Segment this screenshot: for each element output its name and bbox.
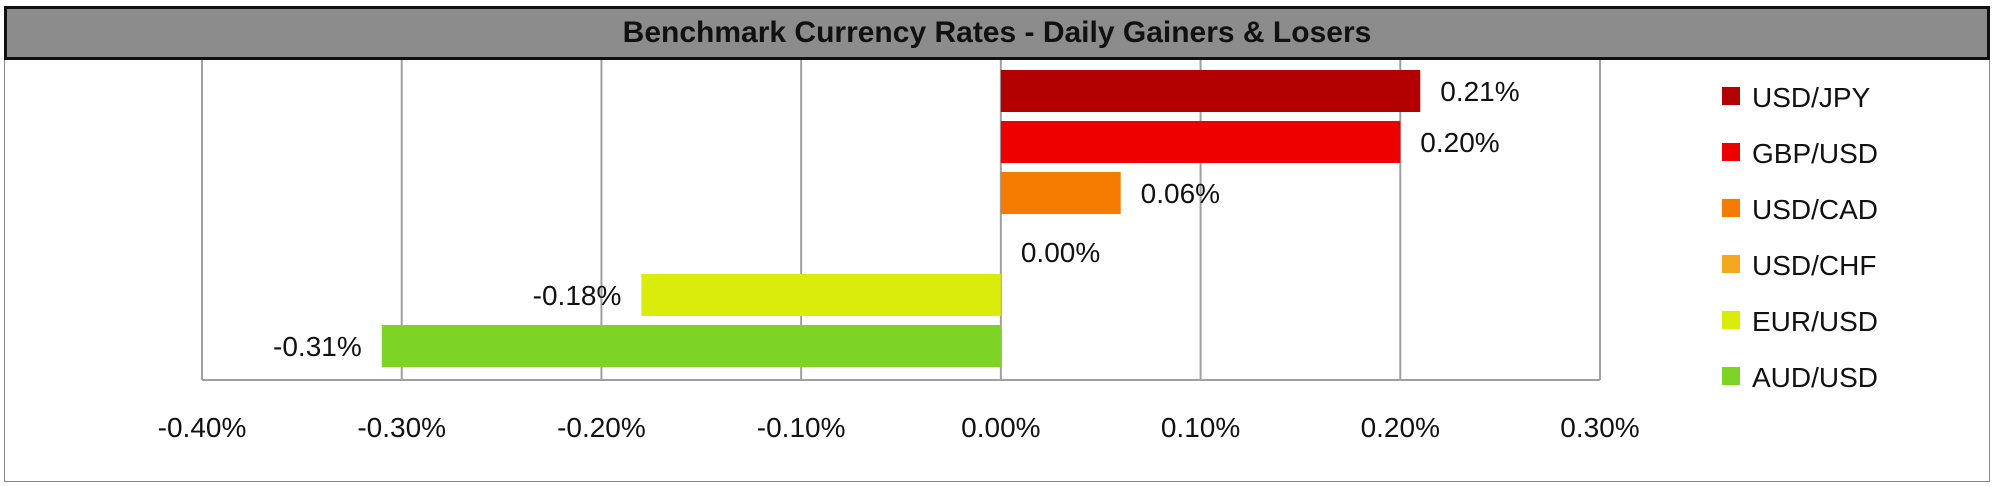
bar-gbp-usd: [1000, 121, 1401, 163]
chart-title-bar: Benchmark Currency Rates - Daily Gainers…: [4, 6, 1990, 60]
legend-swatch: [1722, 199, 1740, 217]
x-tick-label: 0.00%: [961, 412, 1040, 443]
legend-label: GBP/USD: [1752, 138, 1878, 169]
data-label: 0.00%: [1021, 237, 1100, 268]
legend-swatch: [1722, 87, 1740, 105]
x-tick-label: 0.30%: [1560, 412, 1639, 443]
x-tick-label: -0.10%: [757, 412, 846, 443]
legend-swatch: [1722, 311, 1740, 329]
data-label: -0.31%: [273, 331, 362, 362]
bar-eur-usd: [641, 274, 1001, 316]
x-tick-label: 0.20%: [1361, 412, 1440, 443]
chart-area: [4, 60, 1990, 482]
x-tick-label: -0.30%: [357, 412, 446, 443]
legend-swatch: [1722, 367, 1740, 385]
data-label: 0.20%: [1420, 127, 1499, 158]
x-tick-label: 0.10%: [1161, 412, 1240, 443]
chart-title: Benchmark Currency Rates - Daily Gainers…: [622, 16, 1372, 49]
legend-label: EUR/USD: [1752, 306, 1878, 337]
legend-swatch: [1722, 143, 1740, 161]
x-tick-label: -0.40%: [158, 412, 247, 443]
data-label: -0.18%: [533, 280, 622, 311]
legend-swatch: [1722, 255, 1740, 273]
bar-usd-cad: [1000, 172, 1121, 214]
bar-usd-jpy: [1000, 70, 1421, 112]
legend-label: USD/CAD: [1752, 194, 1878, 225]
bar-aud-usd: [381, 325, 1001, 367]
data-label: 0.06%: [1141, 178, 1220, 209]
data-label: 0.21%: [1440, 76, 1519, 107]
legend-label: USD/JPY: [1752, 82, 1871, 113]
legend-label: AUD/USD: [1752, 362, 1878, 393]
legend-label: USD/CHF: [1752, 250, 1876, 281]
x-tick-label: -0.20%: [557, 412, 646, 443]
